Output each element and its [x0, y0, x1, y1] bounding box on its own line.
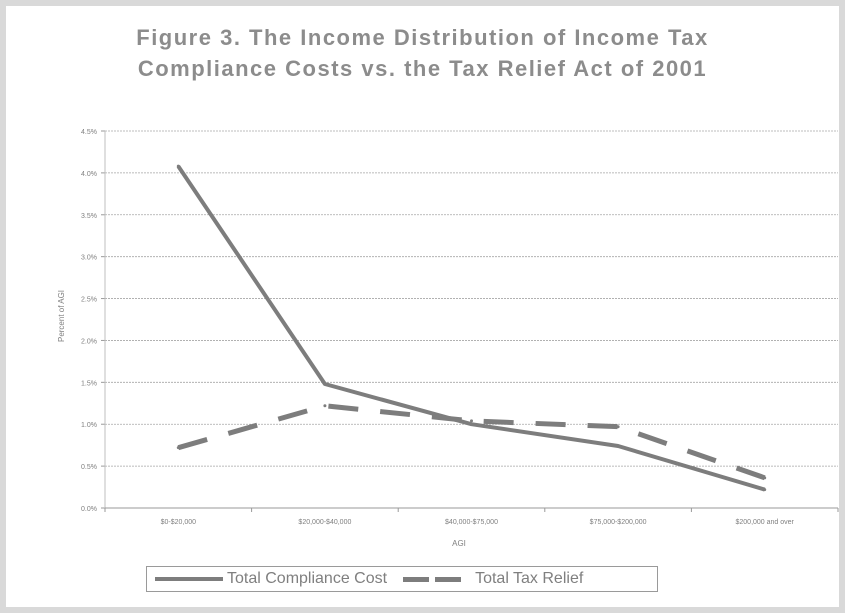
data-point — [763, 488, 767, 492]
y-tick-label: 1.0% — [81, 422, 97, 429]
legend-label-tax-relief: Total Tax Relief — [475, 570, 584, 587]
data-point — [763, 476, 767, 480]
gridlines — [105, 130, 838, 467]
y-tick-label: 2.0% — [81, 338, 97, 345]
data-point — [470, 419, 473, 423]
y-tick-label: 3.0% — [81, 255, 97, 262]
data-point — [470, 422, 473, 426]
legend-swatch-dashed — [403, 576, 471, 582]
y-axis-label: Percent of AGI — [57, 290, 66, 342]
x-tick-label: $200,000 and over — [736, 519, 795, 526]
y-tick-label: 1.5% — [81, 380, 97, 387]
data-point — [323, 382, 327, 386]
legend-swatch-solid — [155, 577, 223, 581]
data-point — [176, 164, 180, 168]
x-axis-label: AGI — [452, 539, 466, 548]
data-point — [323, 404, 327, 408]
y-tick-label: 4.5% — [81, 129, 97, 136]
y-tick-label: 0.0% — [81, 506, 97, 513]
y-axis-ticks: 0.0% 0.5% 1.0% 1.5% 2.0% 2.5% 3.0% 3.5% 4.0% 4.5% — [81, 129, 105, 513]
y-tick-label: 3.5% — [81, 213, 97, 220]
series-line-tax-relief — [177, 403, 766, 481]
chart-title-line-1: Figure 3. The Income Distribution of Inc… — [136, 25, 709, 50]
data-point — [616, 425, 620, 429]
series-lines — [176, 164, 767, 492]
x-tick-label: $75,000-$200,000 — [590, 519, 647, 526]
legend-item-compliance-cost: Total Compliance Cost — [155, 570, 387, 588]
y-tick-label: 4.0% — [81, 171, 97, 178]
legend-label-compliance-cost: Total Compliance Cost — [227, 570, 388, 587]
data-point — [616, 444, 620, 448]
legend-item-tax-relief: Total Tax Relief — [403, 570, 583, 588]
chart-title-line-2: Compliance Costs vs. the Tax Relief Act … — [137, 56, 708, 81]
x-tick-label: $20,000-$40,000 — [298, 519, 351, 526]
y-tick-label: 2.5% — [81, 297, 97, 304]
y-tick-label: 0.5% — [81, 464, 97, 471]
data-point — [176, 446, 180, 450]
legend: Total Compliance Cost Total Tax Relief — [146, 566, 658, 592]
x-tick-label: $40,000-$75,000 — [445, 519, 498, 526]
x-tick-label: $0-$20,000 — [161, 519, 197, 526]
chart-title: Figure 3. The Income Distribution of Inc… — [26, 22, 819, 84]
x-axis-ticks: $0-$20,000 $20,000-$40,000 $40,000-$75,000… — [104, 508, 839, 526]
